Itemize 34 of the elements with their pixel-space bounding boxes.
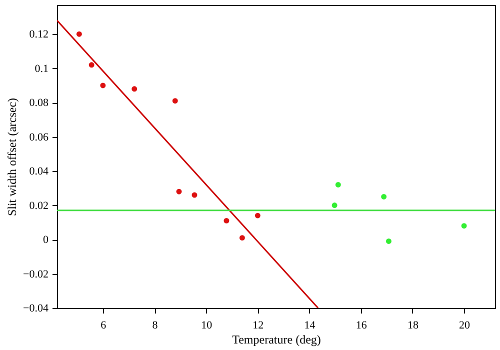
x-tick-label: 14 [304,320,316,332]
y-tick-label: 0.04 [29,166,49,178]
point [461,223,467,229]
x-tick-label: 16 [356,320,368,332]
point [192,192,198,198]
point [132,86,138,92]
y-tick-label: 0.08 [29,97,49,110]
point [224,218,230,224]
point [76,31,82,37]
point [386,238,392,244]
point [332,202,338,208]
point [88,62,94,68]
point [381,194,387,200]
point [100,82,106,88]
y-tick-label: 0.02 [29,200,48,212]
y-tick-label: 0 [43,234,49,246]
y-tick-label: −0.02 [23,268,48,280]
x-tick-label: 8 [152,320,158,332]
x-tick-label: 20 [459,320,471,332]
x-axis-title: Temperature (deg) [232,332,321,346]
point [335,182,341,188]
y-tick-label: 0.12 [29,28,48,41]
y-tick-label: −0.04 [23,302,49,314]
y-axis-title: Slit width offset (arcsec) [5,98,20,216]
x-tick-label: 18 [407,320,419,332]
y-tick-label: 0.06 [29,131,49,144]
point [172,98,178,104]
x-tick-label: 10 [201,320,213,332]
point [254,212,260,218]
x-tick-label: 12 [252,320,264,332]
point [176,188,182,194]
point [239,235,245,241]
x-tick-label: 6 [100,320,107,332]
y-tick-label: 0.1 [34,62,48,75]
